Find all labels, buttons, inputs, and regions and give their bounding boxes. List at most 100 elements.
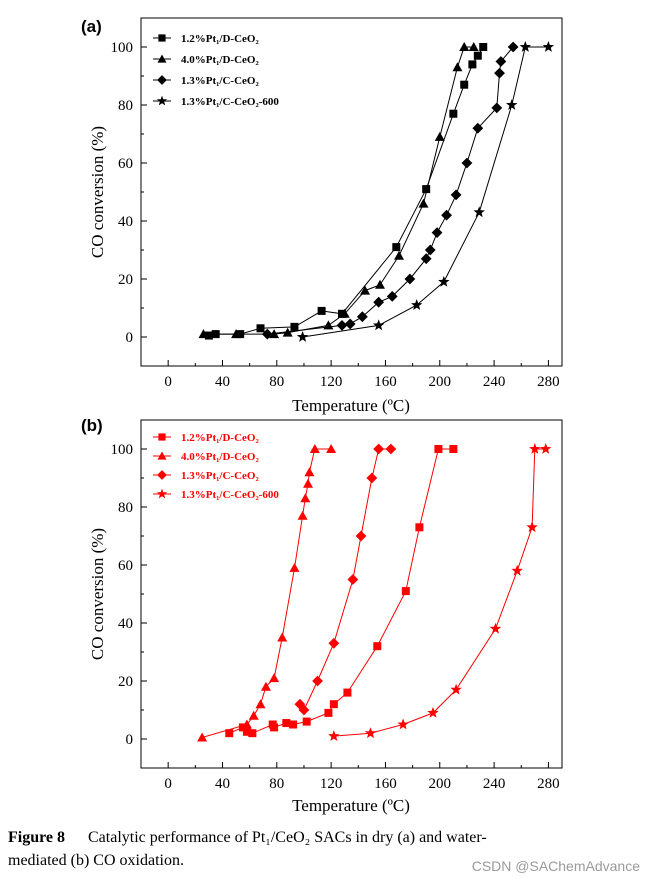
data-point-square: [324, 708, 333, 717]
data-point-triangle: [323, 320, 334, 330]
x-axis-b: 0 40 80 120 160 200 240 280: [164, 762, 560, 792]
data-point-diamond: [355, 530, 367, 542]
x-tick-label-b: 80: [269, 776, 284, 792]
legend-label: 4.0%Pt₁/D-CeO₂: [181, 451, 259, 463]
data-point-star: [328, 730, 340, 741]
x-tick-label-a: 280: [537, 374, 560, 390]
panel-b-label: (b): [81, 416, 103, 435]
y-tick-label-a: 100: [111, 40, 134, 56]
data-point-square: [415, 523, 424, 532]
legend-label: 1.3%Pt₁/C-CeO₂-600: [181, 489, 279, 501]
series-b-3: [294, 443, 397, 716]
x-tick-label-a: 40: [215, 374, 230, 390]
x-tick-label-a: 120: [320, 374, 343, 390]
x-tick-label-a: 160: [374, 374, 397, 390]
data-point-diamond: [312, 675, 323, 687]
data-point-star: [526, 521, 538, 533]
series-line-a-4: [302, 46, 549, 338]
data-point-triangle: [326, 444, 337, 453]
data-point-diamond: [366, 472, 378, 484]
y-tick-label-a: 60: [118, 156, 133, 172]
data-point-diamond: [373, 443, 385, 455]
data-point-diamond: [494, 67, 505, 79]
data-point-diamond: [424, 244, 436, 256]
data-point-diamond: [450, 189, 462, 201]
x-tick-label-b: 40: [215, 776, 230, 792]
series-line-a-3: [267, 46, 514, 335]
legend-label: 4.0%Pt₁/D-CeO₂: [181, 54, 259, 66]
data-point-triangle: [241, 719, 252, 729]
data-point-square: [204, 331, 213, 340]
data-point-square: [282, 719, 291, 728]
data-point-diamond: [491, 102, 503, 114]
data-point-star: [411, 299, 423, 310]
data-point-diamond: [420, 253, 432, 265]
data-point-square: [479, 43, 488, 51]
x-tick-label-a: 200: [429, 374, 452, 390]
data-point-star: [450, 683, 462, 695]
data-point-triangle: [197, 732, 208, 742]
y-tick-label-a: 20: [118, 272, 133, 288]
data-point-diamond: [328, 637, 340, 649]
data-point-square: [473, 51, 482, 60]
legend-b: 1.2%Pt₁/D-CeO₂ 4.0%Pt₁/D-CeO₂ 1.3%Pt₁/C-Ce…: [153, 432, 279, 501]
y-tick-label-b: 0: [126, 732, 134, 748]
series-a-3: [261, 41, 519, 340]
data-point-triangle: [434, 131, 445, 141]
series-group-b: [197, 443, 552, 742]
data-point-star: [397, 718, 409, 730]
y-tick-label-b: 100: [111, 442, 134, 458]
legend-marker-triangle: [157, 451, 167, 460]
data-point-star: [473, 206, 485, 218]
data-point-star: [364, 727, 377, 739]
data-point-triangle: [303, 478, 314, 488]
data-point-triangle: [418, 198, 429, 208]
data-point-square: [373, 642, 382, 651]
data-point-diamond: [386, 291, 398, 302]
data-point-triangle: [269, 673, 280, 683]
data-point-square: [449, 109, 458, 118]
legend-label: 1.2%Pt₁/D-CeO₂: [181, 33, 259, 45]
data-point-square: [270, 723, 279, 732]
caption-text: Catalytic performance of Pt₁/CeO₂ SACs i…: [88, 829, 487, 846]
data-point-triangle: [452, 62, 463, 72]
watermark: CSDN @SAChemAdvance: [472, 858, 640, 874]
data-point-star: [542, 41, 555, 52]
legend-marker-diamond: [157, 470, 167, 480]
data-point-star: [296, 331, 309, 342]
y-tick-label-b: 80: [118, 500, 133, 516]
data-point-triangle: [289, 562, 300, 572]
x-tick-label-a: 240: [483, 374, 506, 390]
legend-label: 1.2%Pt₁/D-CeO₂: [181, 432, 259, 444]
y-tick-label-a: 0: [126, 330, 134, 346]
data-point-square: [225, 729, 234, 738]
panel-a-label: (a): [81, 17, 102, 36]
data-point-triangle: [248, 710, 259, 720]
data-point-star: [511, 564, 523, 576]
data-point-diamond: [261, 328, 273, 340]
data-point-triangle: [277, 632, 288, 642]
data-point-square: [460, 80, 469, 89]
data-point-diamond: [495, 56, 507, 67]
y-tick-label-b: 20: [118, 674, 133, 690]
legend-marker-triangle: [157, 54, 167, 63]
x-axis-title-a: Temperature (ºC): [292, 396, 410, 415]
data-point-square: [449, 445, 458, 453]
data-point-square: [468, 60, 477, 69]
legend-label: 1.3%Pt₁/C-CeO₂-600: [181, 96, 279, 108]
legend-marker-square: [158, 433, 166, 441]
data-point-triangle: [339, 308, 350, 318]
data-point-diamond: [431, 227, 443, 238]
data-point-diamond: [347, 574, 359, 585]
legend-label: 1.3%Pt₁/C-CeO₂: [181, 470, 259, 482]
chart-panel-b: (b) 0 20 40 60 80 100 0 40 80 120 160 200 240 280 Te…: [81, 416, 563, 815]
data-point-square: [401, 587, 410, 596]
x-tick-label-a: 0: [164, 374, 172, 390]
data-point-square: [290, 322, 299, 331]
data-point-triangle: [255, 699, 266, 709]
series-line-b-4: [333, 448, 546, 737]
data-point-square: [256, 324, 265, 333]
data-point-square: [248, 729, 257, 738]
data-point-triangle: [231, 329, 242, 339]
